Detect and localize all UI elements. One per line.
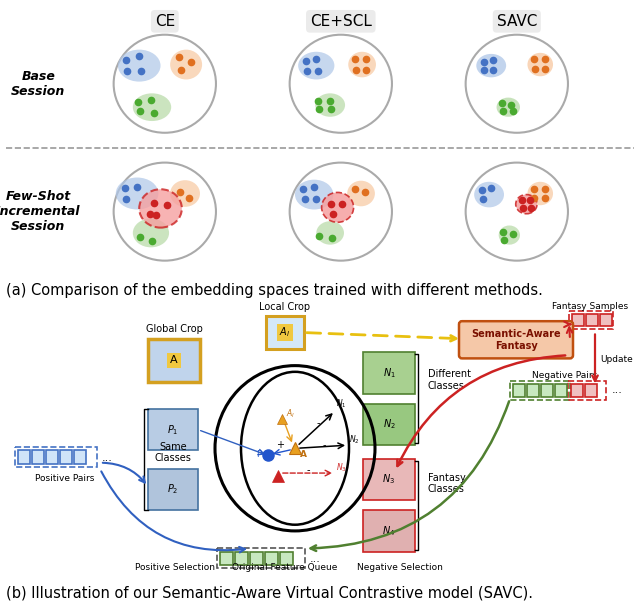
Bar (568, 381, 606, 400)
Text: $N_1$: $N_1$ (383, 366, 396, 380)
Text: +: + (276, 440, 284, 450)
Bar (265, 552, 278, 565)
Bar (60, 450, 72, 464)
Text: Positive Pairs: Positive Pairs (35, 474, 95, 483)
Text: Positive Selection: Positive Selection (135, 563, 215, 572)
Text: -: - (323, 440, 326, 450)
Text: A: A (170, 356, 178, 365)
Ellipse shape (474, 182, 504, 208)
Text: Original Feature Queue: Original Feature Queue (232, 563, 338, 572)
Text: SAVC: SAVC (497, 14, 537, 29)
Ellipse shape (116, 178, 159, 209)
Ellipse shape (133, 219, 169, 247)
Text: (a) Comparison of the embedding spaces trained with different methods.: (a) Comparison of the embedding spaces t… (6, 283, 543, 298)
Text: $N_2$: $N_2$ (383, 418, 396, 431)
Text: A: A (300, 450, 307, 459)
Bar (541, 384, 553, 396)
Text: Update: Update (600, 355, 633, 364)
Text: (b) Illustration of our Semantic-Aware Virtual Contrastive model (SAVC).: (b) Illustration of our Semantic-Aware V… (6, 586, 533, 601)
Bar (513, 384, 525, 396)
Text: Few-Shot
Incremental
Session: Few-Shot Incremental Session (0, 190, 81, 233)
Text: $N_3$: $N_3$ (383, 473, 396, 486)
Bar (32, 450, 44, 464)
Ellipse shape (316, 93, 345, 117)
Bar (148, 469, 198, 510)
Text: Different
Classes: Different Classes (428, 369, 471, 391)
Ellipse shape (348, 52, 376, 77)
Ellipse shape (322, 192, 353, 222)
Bar (510, 381, 570, 400)
Text: $A_l$: $A_l$ (280, 326, 291, 339)
Bar (15, 447, 97, 467)
Text: Fantasy
Classes: Fantasy Classes (428, 473, 466, 494)
Bar (363, 352, 415, 393)
FancyBboxPatch shape (459, 321, 573, 358)
Ellipse shape (347, 181, 375, 206)
Text: $N_1$: $N_1$ (336, 398, 347, 410)
Bar (555, 384, 567, 396)
Text: CE: CE (155, 14, 175, 29)
Bar (571, 384, 583, 396)
Text: Same
Classes: Same Classes (155, 442, 191, 463)
Text: Global Crop: Global Crop (145, 323, 202, 334)
Bar (217, 549, 305, 568)
Ellipse shape (527, 182, 553, 205)
Bar (600, 314, 612, 326)
Bar (363, 459, 415, 500)
Text: $N_3$: $N_3$ (336, 462, 347, 474)
Text: ...: ... (612, 385, 623, 395)
Bar (585, 384, 597, 396)
Bar (220, 552, 233, 565)
Bar (46, 450, 58, 464)
Text: Local Crop: Local Crop (259, 302, 310, 312)
Text: $P_2$: $P_2$ (167, 483, 179, 496)
Text: Negative Pairs: Negative Pairs (532, 371, 598, 380)
Bar (148, 409, 198, 450)
Ellipse shape (118, 50, 161, 82)
Bar (280, 552, 293, 565)
Text: Negative Selection: Negative Selection (357, 563, 443, 572)
Ellipse shape (499, 225, 520, 245)
Ellipse shape (298, 52, 335, 80)
Text: -: - (307, 465, 310, 475)
Bar (74, 450, 86, 464)
Text: Fantasy Samples: Fantasy Samples (552, 302, 628, 311)
Text: CE+SCL: CE+SCL (310, 14, 372, 29)
Ellipse shape (170, 180, 200, 207)
Text: -: - (316, 418, 320, 429)
Bar (363, 510, 415, 552)
Bar (235, 552, 248, 565)
Bar (586, 314, 598, 326)
Ellipse shape (497, 97, 520, 117)
Text: ...: ... (310, 554, 321, 564)
Text: P: P (256, 450, 261, 459)
Bar (363, 404, 415, 445)
Bar (266, 316, 304, 349)
Text: $A_l$: $A_l$ (286, 407, 295, 420)
Ellipse shape (476, 54, 506, 77)
Bar (148, 339, 200, 382)
Ellipse shape (527, 53, 553, 76)
Bar (250, 552, 263, 565)
Ellipse shape (133, 93, 171, 121)
Ellipse shape (295, 180, 333, 209)
Ellipse shape (170, 50, 202, 79)
Bar (572, 314, 584, 326)
Ellipse shape (140, 189, 182, 228)
Text: Semantic-Aware
Fantasy: Semantic-Aware Fantasy (471, 329, 561, 351)
Bar (18, 450, 30, 464)
Ellipse shape (516, 195, 537, 214)
Text: $N_4$: $N_4$ (382, 524, 396, 538)
Bar (569, 311, 613, 329)
Text: $N_2$: $N_2$ (349, 433, 360, 446)
Bar (527, 384, 539, 396)
Text: ...: ... (102, 452, 113, 463)
Ellipse shape (316, 221, 344, 245)
Text: $P_1$: $P_1$ (167, 423, 179, 437)
Text: Base
Session: Base Session (12, 70, 65, 97)
